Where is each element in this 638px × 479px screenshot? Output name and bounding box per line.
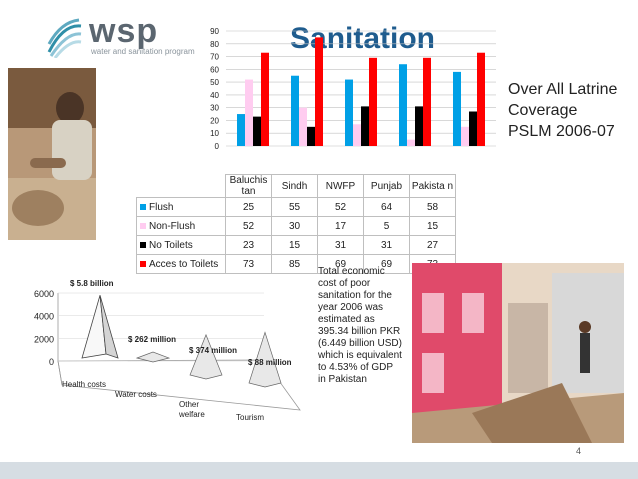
sanitation-cost-chart: 0 2000 4000 6000 $ 5.8 billion Health costs $ … bbox=[34, 279, 301, 422]
bar bbox=[261, 52, 269, 146]
series-name: No Toilets bbox=[149, 239, 193, 251]
bar bbox=[415, 106, 423, 146]
y-tick-label: 4000 bbox=[34, 312, 54, 322]
coverage-caption: Over All Latrine Coverage PSLM 2006-07 bbox=[508, 81, 618, 140]
y-tick-label: 10 bbox=[210, 129, 219, 138]
cost-bar-side bbox=[99, 295, 119, 359]
table-cell: 31 bbox=[363, 235, 410, 255]
wsp-logo: wsp water and sanitation program bbox=[45, 12, 195, 64]
bar bbox=[299, 107, 307, 146]
table-cell: 23 bbox=[225, 235, 272, 255]
y-tick-label: 0 bbox=[215, 142, 220, 151]
table-cell: 30 bbox=[271, 216, 318, 236]
y-tick-label: 0 bbox=[49, 357, 54, 367]
footer-bar bbox=[0, 462, 638, 479]
legend-swatch bbox=[140, 241, 146, 248]
table-cell: 25 bbox=[225, 197, 272, 217]
y-axis bbox=[57, 293, 63, 386]
y-tick-label: 80 bbox=[210, 40, 219, 49]
table-cell: 5 bbox=[363, 216, 410, 236]
table-cell: 15 bbox=[409, 216, 456, 236]
bar bbox=[245, 79, 253, 146]
table-row: Flush 25 55 52 64 58 bbox=[136, 197, 456, 217]
y-tick-label: 20 bbox=[210, 116, 219, 125]
data-label: $ 262 million bbox=[128, 335, 176, 344]
latrine-coverage-chart: 0 10 20 30 40 50 60 70 80 90 bbox=[210, 27, 496, 151]
table-cell: 85 bbox=[271, 254, 318, 274]
table-header-row: Baluchis tan Sindh NWFP Punjab Pakista n bbox=[137, 174, 456, 198]
logo-text: wsp bbox=[89, 12, 159, 50]
series-name: Flush bbox=[149, 201, 174, 213]
table-cell: 73 bbox=[225, 254, 272, 274]
col-header: Baluchis tan bbox=[225, 174, 272, 198]
col-header: Pakista n bbox=[409, 174, 456, 198]
table-row: Non-Flush 52 30 17 5 15 bbox=[136, 216, 456, 236]
bar bbox=[291, 75, 299, 146]
legend-swatch bbox=[140, 203, 146, 210]
y-tick-label: 70 bbox=[210, 53, 219, 62]
table-cell: 52 bbox=[225, 216, 272, 236]
coverage-data-table: Baluchis tan Sindh NWFP Punjab Pakista n… bbox=[136, 174, 456, 274]
y-tick-label: 40 bbox=[210, 91, 219, 100]
bar bbox=[423, 57, 431, 147]
worker-photo bbox=[8, 68, 96, 240]
table-cell: 64 bbox=[363, 197, 410, 217]
category-label: Tourism bbox=[236, 413, 264, 422]
category-label: welfare bbox=[178, 410, 205, 419]
table-row: No Toilets 23 15 31 31 27 bbox=[136, 235, 456, 255]
bar bbox=[399, 64, 407, 146]
cost-bar bbox=[189, 333, 223, 380]
bar bbox=[469, 111, 477, 146]
cost-bar bbox=[248, 331, 282, 388]
legend-swatch bbox=[140, 222, 146, 229]
table-cell: 17 bbox=[317, 216, 364, 236]
category-label: Water costs bbox=[115, 390, 157, 399]
data-label: $ 88 million bbox=[248, 358, 292, 367]
wave-logo-icon bbox=[47, 18, 82, 58]
cost-bar bbox=[135, 351, 171, 363]
bar bbox=[237, 114, 245, 146]
bar bbox=[453, 71, 461, 146]
bar bbox=[345, 79, 353, 146]
y-tick-label: 60 bbox=[210, 65, 219, 74]
y-tick-label: 50 bbox=[210, 78, 219, 87]
logo-subtext: water and sanitation program bbox=[91, 47, 195, 56]
table-cell: 15 bbox=[271, 235, 318, 255]
table-cell: 52 bbox=[317, 197, 364, 217]
bar bbox=[353, 124, 361, 146]
bar bbox=[477, 52, 485, 146]
series-name: Acces to Toilets bbox=[149, 258, 219, 270]
col-header: NWFP bbox=[317, 174, 364, 198]
legend-swatch bbox=[140, 260, 146, 267]
bar bbox=[307, 126, 315, 146]
category-label: Health costs bbox=[62, 380, 106, 389]
table-cell: 27 bbox=[409, 235, 456, 255]
table-row: Acces to Toilets 73 85 69 69 73 bbox=[136, 254, 456, 274]
street-photo bbox=[412, 263, 624, 443]
y-tick-label: 2000 bbox=[34, 334, 54, 344]
table-cell: 55 bbox=[271, 197, 318, 217]
page-number: 4 bbox=[576, 446, 582, 456]
y-tick-label: 90 bbox=[210, 27, 219, 36]
bar bbox=[253, 116, 261, 146]
series-name: Non-Flush bbox=[149, 220, 196, 232]
bar bbox=[361, 106, 369, 146]
cost-description: Total economic cost of poor sanitation f… bbox=[318, 266, 402, 385]
data-label: $ 374 million bbox=[189, 346, 237, 355]
table-cell: 31 bbox=[317, 235, 364, 255]
bar bbox=[407, 139, 415, 146]
category-label: Other bbox=[179, 400, 199, 409]
y-tick-label: 30 bbox=[210, 104, 219, 113]
bar bbox=[315, 37, 323, 147]
col-header: Punjab bbox=[363, 174, 410, 198]
table-cell: 58 bbox=[409, 197, 456, 217]
col-header: Sindh bbox=[271, 174, 318, 198]
bar bbox=[369, 57, 377, 147]
y-tick-label: 6000 bbox=[34, 289, 54, 299]
bar bbox=[461, 126, 469, 146]
page-title: Sanitation bbox=[290, 22, 436, 55]
data-label: $ 5.8 billion bbox=[70, 279, 114, 288]
